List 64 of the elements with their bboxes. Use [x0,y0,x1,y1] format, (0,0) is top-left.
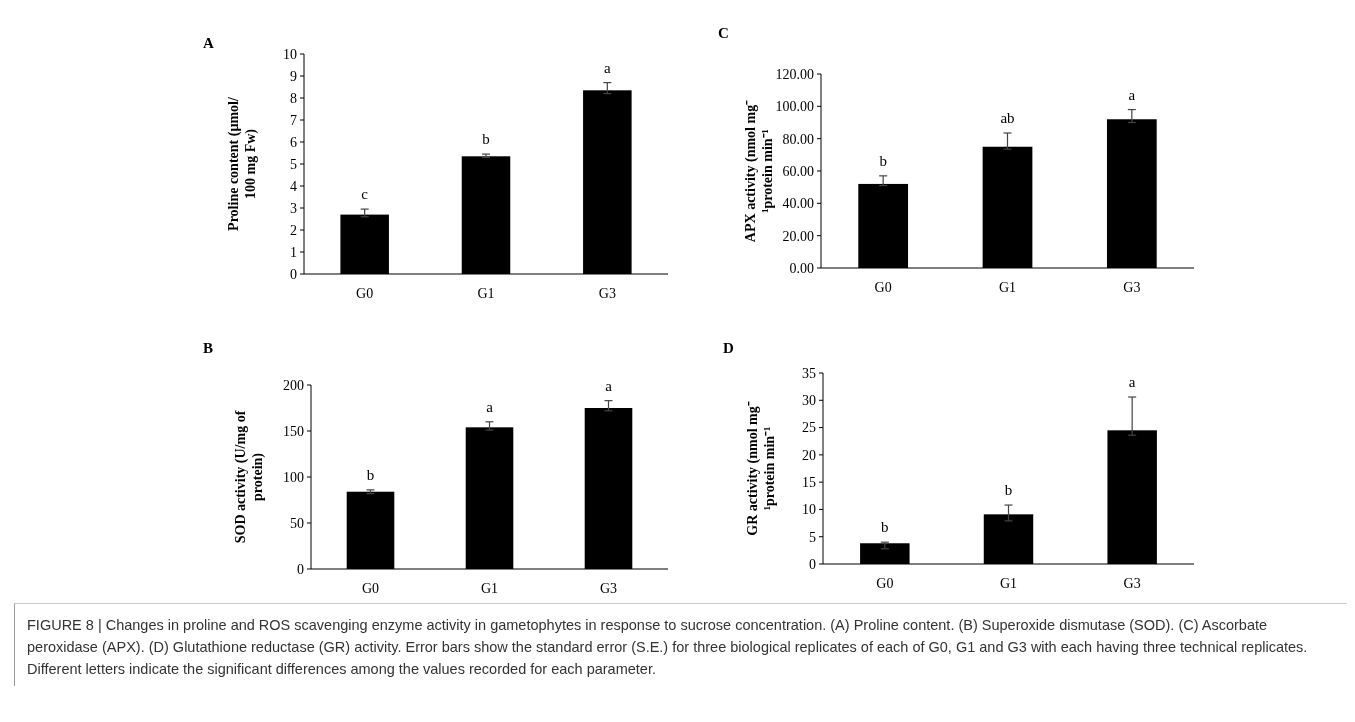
y-axis-title: SOD activity (U/mg of protein) [233,410,266,544]
chart-title: B [203,340,214,356]
y-tick-label: 30 [802,393,816,409]
y-tick-label: 0 [297,561,304,577]
annotation: c [361,186,369,203]
annotation: a [604,59,611,76]
annotation: a [486,398,494,415]
annotation: b [366,466,375,483]
x-tick-label: G0 [361,581,380,596]
x-tick-label: G0 [876,576,894,591]
y-tick-label: 50 [290,515,304,531]
x-tick-label: G1 [998,280,1017,295]
y-tick-label: 9 [290,68,297,84]
y-tick-label: 2 [290,222,297,238]
annotation: b [482,131,490,148]
y-tick-label: 100.00 [775,99,814,115]
annotation: a [1128,374,1136,391]
y-tick-label: 35 [802,365,816,381]
x-tick-label: G3 [598,286,616,301]
y-tick-label: 100 [283,469,304,485]
y-tick-label: 10 [802,502,816,518]
x-tick-label: G1 [480,581,499,596]
annotation: ab [1000,110,1015,127]
y-tick-label: 80.00 [782,131,814,147]
y-tick-label: 40.00 [782,196,814,212]
annotation: b [879,152,887,169]
y-tick-label: 15 [802,475,816,491]
y-tick-label: 5 [290,156,297,172]
x-tick-label: G1 [999,576,1018,591]
x-tick-label: G1 [477,286,495,301]
y-tick-label: 120.00 [775,66,814,82]
annotation: a [1128,86,1136,103]
y-tick-label: 10 [283,46,297,62]
y-tick-label: 4 [290,178,297,194]
y-tick-label: 6 [290,134,297,150]
y-tick-label: 0 [809,556,816,572]
y-tick-label: 20.00 [782,228,814,244]
x-tick-label: G0 [874,280,892,295]
y-tick-label: 0.00 [789,260,814,276]
y-tick-label: 200 [283,377,304,393]
chart-title: C [718,25,729,41]
x-tick-label: G3 [599,581,618,596]
y-tick-label: 8 [290,90,297,106]
x-tick-label: G3 [1123,576,1141,591]
y-tick-label: 1 [290,244,297,260]
chart-title: D [723,340,734,356]
x-tick-label: G0 [356,286,374,301]
y-tick-label: 5 [809,529,816,545]
y-tick-label: 25 [802,420,816,436]
caption: FIGURE 8 | Changes in proline and ROS scavenging enzyme activity in gametophytes in response to sucrose concentration. (A) Proline content. (B) Superoxide dismutase (SOD). (C) Ascorbate peroxidase (APX). (D) Glutathione reductase (GR) activity. Error bars show the standard error (S.E.) for three biological replicates of each of G0, G1 and G3 with each having three technical replicates. Different letters indicate the significant differences among the values recorded for each parameter. [14,603,1347,686]
annotation: a [605,377,613,394]
annotation: b [881,519,889,536]
y-tick-label: 60.00 [782,163,814,179]
y-axis-title: GR activity (nmol mg⁻ ¹protein min⁻¹ [745,401,777,536]
y-tick-label: 0 [290,266,297,282]
y-tick-label: 7 [290,112,297,128]
chart-title: A [203,35,214,51]
y-tick-label: 3 [290,200,297,216]
annotation: b [1004,482,1013,499]
y-tick-label: 20 [802,447,816,463]
y-tick-label: 150 [283,423,304,439]
x-tick-label: G3 [1123,280,1141,295]
y-axis-title: Proline content (µmol/ 100 mg Fw) [226,96,259,231]
y-axis-title: APX activity (nmol mg⁻ ¹protein min⁻¹ [743,99,775,243]
